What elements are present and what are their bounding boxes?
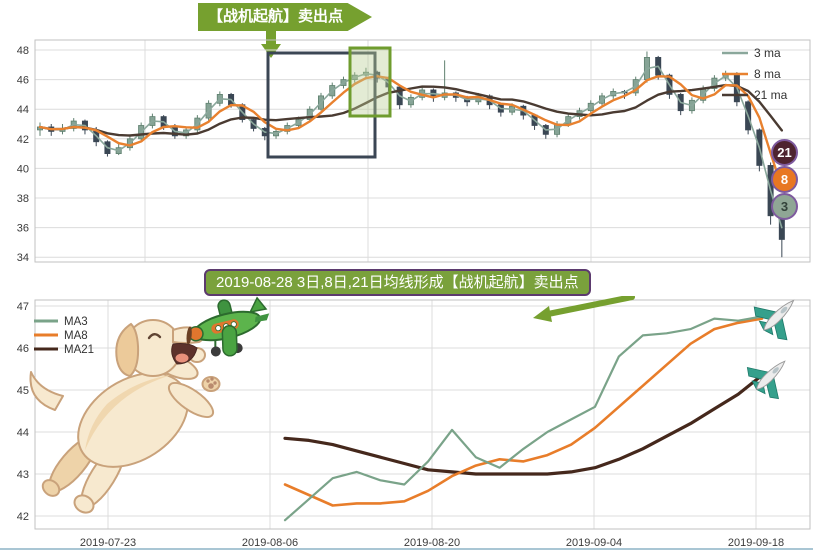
top-3ma-line <box>39 65 783 229</box>
dog-catching-toy-plane-illustration <box>29 296 270 514</box>
bottom-y-tick-label: 42 <box>17 511 29 523</box>
top-y-tick-label: 42 <box>17 134 29 146</box>
bottom-x-tick-label: 2019-08-20 <box>404 537 460 549</box>
ma21-badge-label: 21 <box>777 145 792 160</box>
bottom-x-tick-label: 2019-09-04 <box>566 537 622 549</box>
top-y-tick-label: 48 <box>17 45 29 57</box>
banner-arrow-left-icon <box>533 296 635 322</box>
bottom-legend-label: MA21 <box>64 344 94 356</box>
top-legend-label: 3 ma <box>754 46 781 60</box>
banner-arrow-down-icon <box>261 29 281 58</box>
bottom-legend-label: MA8 <box>64 330 88 342</box>
bottom-y-tick-label: 46 <box>17 343 29 355</box>
top-y-tick-label: 46 <box>17 75 29 87</box>
top-y-tick-label: 34 <box>17 252 29 264</box>
sell-point-description-banner: 2019-08-28 3日,8日,21日均线形成【战机起航】卖出点 <box>204 269 591 296</box>
bottom-ma-line-chart: 42 43 44 45 46 47 2019-07-23 2019-08-06 2019-08-… <box>17 296 811 549</box>
top-y-tick-label: 38 <box>17 193 29 205</box>
bottom-grid: 42 43 44 45 46 47 <box>17 300 810 529</box>
ma3-badge-label: 3 <box>780 199 789 214</box>
top-legend: 3 ma 8 ma 21 ma <box>722 46 788 102</box>
fighter-jet-icon-bottom <box>746 360 786 400</box>
ma21-badge: 21 <box>771 139 798 166</box>
bottom-y-tick-label: 45 <box>17 385 29 397</box>
bottom-y-tick-label: 44 <box>17 427 29 439</box>
bottom-y-tick-label: 47 <box>17 301 29 313</box>
top-legend-label: 8 ma <box>754 67 781 81</box>
bottom-ma8-line <box>283 317 764 507</box>
ma8-badge: 8 <box>771 166 798 193</box>
fighter-jet-icon-top <box>753 299 795 341</box>
toy-plane-illustration <box>186 296 270 357</box>
bottom-x-tick-label: 2019-08-06 <box>242 537 298 549</box>
bottom-y-tick-label: 43 <box>17 469 29 481</box>
bottom-x-tick-label: 2019-07-23 <box>80 537 136 549</box>
highlight-box-green <box>348 46 392 118</box>
ma8-badge-label: 8 <box>780 172 789 187</box>
bottom-legend-label: MA3 <box>64 316 88 328</box>
bottom-ma21-line <box>283 373 764 476</box>
top-y-tick-label: 36 <box>17 223 29 235</box>
top-8ma-line <box>38 75 783 189</box>
ma3-badge: 3 <box>771 193 798 220</box>
sell-point-banner: 【战机起航】卖出点 <box>198 3 372 31</box>
top-21ma-line <box>38 83 783 137</box>
top-y-tick-label: 40 <box>17 163 29 175</box>
bottom-ma3-line <box>283 315 764 522</box>
bottom-x-tick-label: 2019-09-18 <box>728 537 784 549</box>
top-y-tick-label: 44 <box>17 104 29 116</box>
window-bottom-edge <box>0 548 813 550</box>
top-legend-label: 21 ma <box>754 88 788 102</box>
candles-group <box>37 51 785 258</box>
bottom-legend: MA3 MA8 MA21 <box>34 316 94 356</box>
highlight-box-dark <box>266 51 377 159</box>
